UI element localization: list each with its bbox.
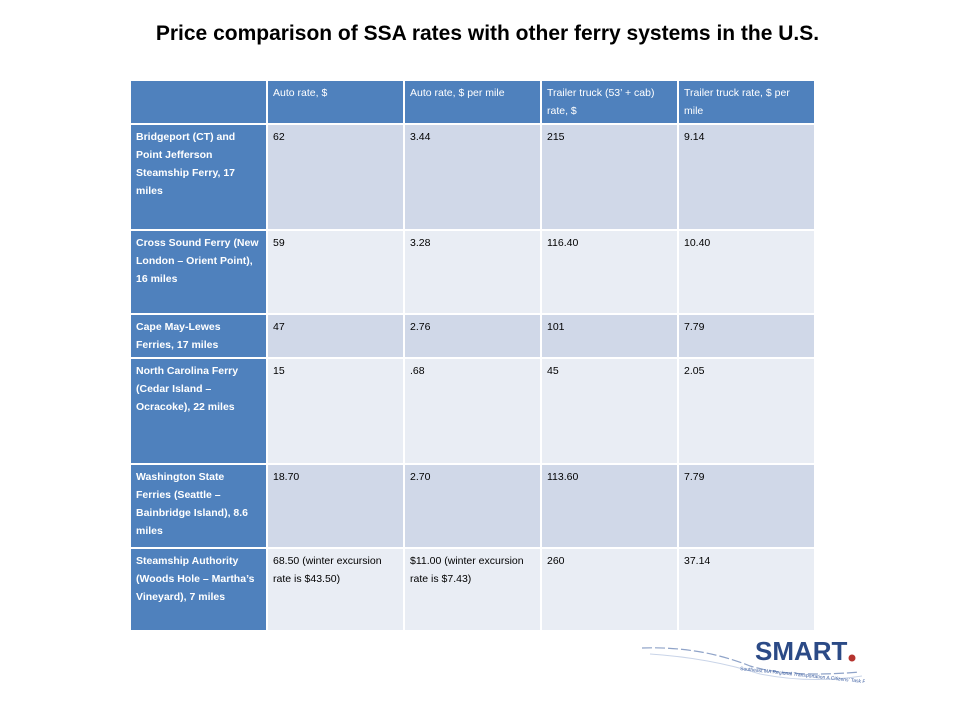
table-cell: 3.28	[405, 231, 540, 313]
table-cell: .68	[405, 359, 540, 463]
table-cell: 3.44	[405, 125, 540, 229]
table-cell: 2.70	[405, 465, 540, 547]
svg-text:SMART: SMART	[755, 636, 848, 666]
table-cell: 15	[268, 359, 403, 463]
table-cell: 7.79	[679, 465, 814, 547]
table-cell: 18.70	[268, 465, 403, 547]
table-cell: 260	[542, 549, 677, 630]
table-row: Cape May-Lewes Ferries, 17 miles 47 2.76…	[131, 315, 814, 357]
table-row: Bridgeport (CT) and Point Jefferson Stea…	[131, 125, 814, 229]
table-row: Steamship Authority (Woods Hole – Martha…	[131, 549, 814, 630]
table-row: Cross Sound Ferry (New London – Orient P…	[131, 231, 814, 313]
table-cell: 47	[268, 315, 403, 357]
table-row: Washington State Ferries (Seattle – Bain…	[131, 465, 814, 547]
table-cell: 2.76	[405, 315, 540, 357]
table-cell: 9.14	[679, 125, 814, 229]
ferry-rates-table: Auto rate, $ Auto rate, $ per mile Trail…	[129, 79, 816, 632]
table-cell: 116.40	[542, 231, 677, 313]
table-cell: 68.50 (winter excursion rate is $43.50)	[268, 549, 403, 630]
row-header: Washington State Ferries (Seattle – Bain…	[131, 465, 266, 547]
smart-logo: SMART Southeast MA Regional Transportati…	[641, 636, 865, 686]
slide-title: Price comparison of SSA rates with other…	[155, 22, 820, 45]
header-cell: Trailer truck (53’ + cab) rate, $	[542, 81, 677, 123]
table-cell: 7.79	[679, 315, 814, 357]
table-cell: 2.05	[679, 359, 814, 463]
header-cell	[131, 81, 266, 123]
table-cell: 62	[268, 125, 403, 229]
row-header: Steamship Authority (Woods Hole – Martha…	[131, 549, 266, 630]
table-row: North Carolina Ferry (Cedar Island – Ocr…	[131, 359, 814, 463]
header-cell: Auto rate, $ per mile	[405, 81, 540, 123]
table-cell: 215	[542, 125, 677, 229]
table-cell: 59	[268, 231, 403, 313]
table-cell: 113.60	[542, 465, 677, 547]
row-header: North Carolina Ferry (Cedar Island – Ocr…	[131, 359, 266, 463]
row-header: Bridgeport (CT) and Point Jefferson Stea…	[131, 125, 266, 229]
table-cell: 37.14	[679, 549, 814, 630]
header-cell: Auto rate, $	[268, 81, 403, 123]
svg-text:Southeast MA Regional Transpor: Southeast MA Regional Transportation A C…	[740, 666, 865, 686]
row-header: Cape May-Lewes Ferries, 17 miles	[131, 315, 266, 357]
table-cell: 101	[542, 315, 677, 357]
table-cell: 45	[542, 359, 677, 463]
header-cell: Trailer truck rate, $ per mile	[679, 81, 814, 123]
table-cell: 10.40	[679, 231, 814, 313]
table-cell: $11.00 (winter excursion rate is $7.43)	[405, 549, 540, 630]
row-header: Cross Sound Ferry (New London – Orient P…	[131, 231, 266, 313]
table-header-row: Auto rate, $ Auto rate, $ per mile Trail…	[131, 81, 814, 123]
